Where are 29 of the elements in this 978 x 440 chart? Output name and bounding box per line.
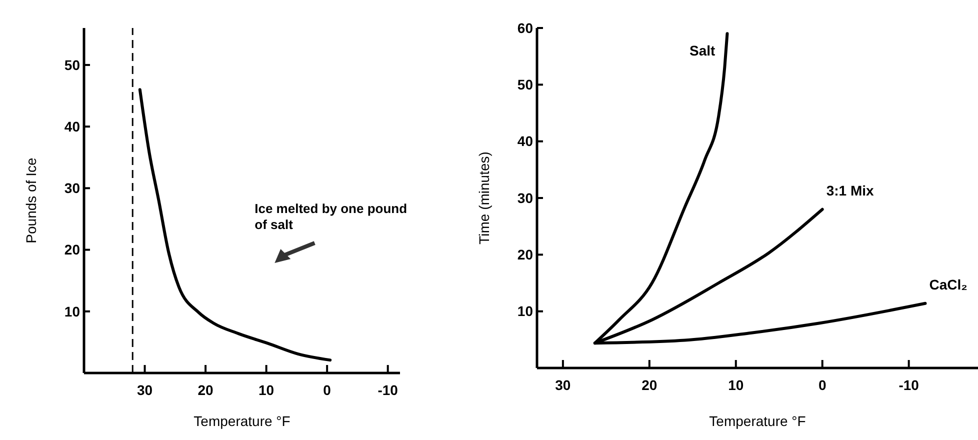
series-label: CaCl₂: [929, 276, 968, 292]
y-tick-label: 60: [517, 20, 534, 36]
x-tick-label: 20: [642, 377, 658, 393]
y-tick-label: 10: [517, 303, 534, 320]
y-tick-label: 40: [64, 118, 80, 134]
y-tick-label: 30: [64, 180, 80, 196]
x-axis-title: Temperature °F: [194, 413, 290, 429]
y-tick-label: 20: [64, 242, 80, 258]
x-tick-label: 10: [258, 382, 274, 398]
y-tick-label: 40: [517, 133, 534, 150]
x-tick-label: 30: [136, 382, 153, 398]
y-tick-label: 50: [64, 56, 80, 73]
x-tick-label: -10: [378, 382, 398, 398]
y-tick-label: 30: [517, 190, 534, 206]
x-tick-label: 0: [818, 377, 826, 393]
annotation: Ice melted by one pound of salt: [254, 201, 408, 232]
y-tick-label: 50: [517, 76, 534, 93]
x-tick-label: 20: [198, 382, 214, 398]
y-axis-title: Time (minutes): [476, 152, 492, 244]
x-axis-title: Temperature °F: [709, 413, 806, 429]
y-tick-label: 20: [517, 246, 534, 263]
y-axis-title: Pounds of Ice: [23, 157, 39, 244]
series-label: Salt: [690, 42, 716, 59]
x-tick-label: 30: [555, 377, 571, 393]
y-tick-label: 10: [64, 303, 80, 320]
x-tick-label: -10: [898, 377, 920, 393]
series-label: 3:1 Mix: [826, 182, 874, 198]
x-tick-label: 0: [323, 382, 332, 398]
x-tick-label: 10: [728, 377, 744, 393]
